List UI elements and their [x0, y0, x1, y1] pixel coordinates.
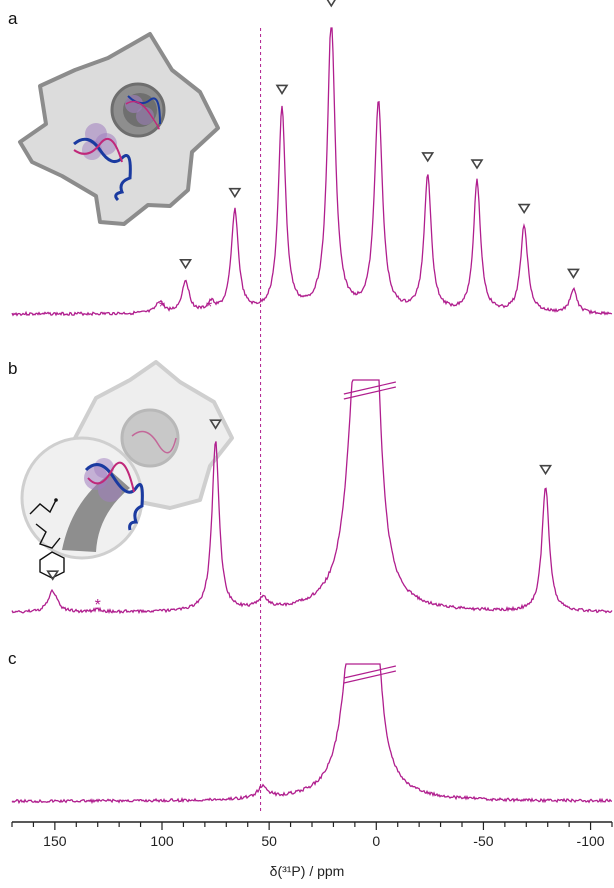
- x-tick-label: 50: [261, 833, 277, 849]
- sideband-marker-b-0: [46, 570, 60, 581]
- axis-break-b-0: [343, 381, 396, 395]
- sideband-marker-a-3: [326, 0, 336, 8]
- x-tick-label: -50: [473, 833, 493, 849]
- sideband-marker-b-2: [539, 464, 553, 476]
- spectrum-b: [11, 379, 613, 615]
- asterisk-a-1: *: [206, 299, 212, 316]
- axis-break-b-1: [343, 386, 396, 400]
- panel-label-a: a: [8, 9, 18, 28]
- cell-illustration-b: [20, 360, 234, 579]
- spectrum-c: [11, 663, 613, 805]
- x-tick-label: -100: [577, 833, 605, 849]
- axis-break-c-1: [343, 670, 396, 684]
- x-tick-label: 150: [43, 833, 67, 849]
- x-axis-label: δ(³¹P) / ppm: [270, 863, 345, 879]
- sideband-marker-a-5: [470, 159, 484, 170]
- x-tick-label: 100: [150, 833, 174, 849]
- asterisk-a-0: *: [159, 299, 165, 316]
- sideband-marker-a-1: [228, 187, 242, 199]
- panel-label-b: b: [8, 359, 17, 378]
- asterisk-b-0: *: [95, 597, 101, 614]
- sideband-marker-b-1: [209, 419, 223, 430]
- sideband-marker-a-0: [179, 258, 193, 270]
- sideband-marker-a-4: [421, 152, 435, 163]
- cell-illustration-a: [18, 32, 220, 226]
- sideband-marker-a-2: [275, 84, 289, 95]
- sideband-marker-a-6: [517, 203, 531, 215]
- asterisk-markers: * * *: [95, 299, 213, 614]
- axis-break-marks: [343, 381, 396, 684]
- x-axis-ticks: 150 100 50 0 -50 -100: [11, 822, 613, 849]
- sideband-markers: [46, 0, 580, 581]
- axis-break-c-0: [343, 665, 396, 679]
- panel-label-c: c: [8, 649, 17, 668]
- x-tick-label: 0: [372, 833, 380, 849]
- sideband-marker-a-7: [566, 268, 580, 279]
- spectrum-a: [11, 27, 613, 317]
